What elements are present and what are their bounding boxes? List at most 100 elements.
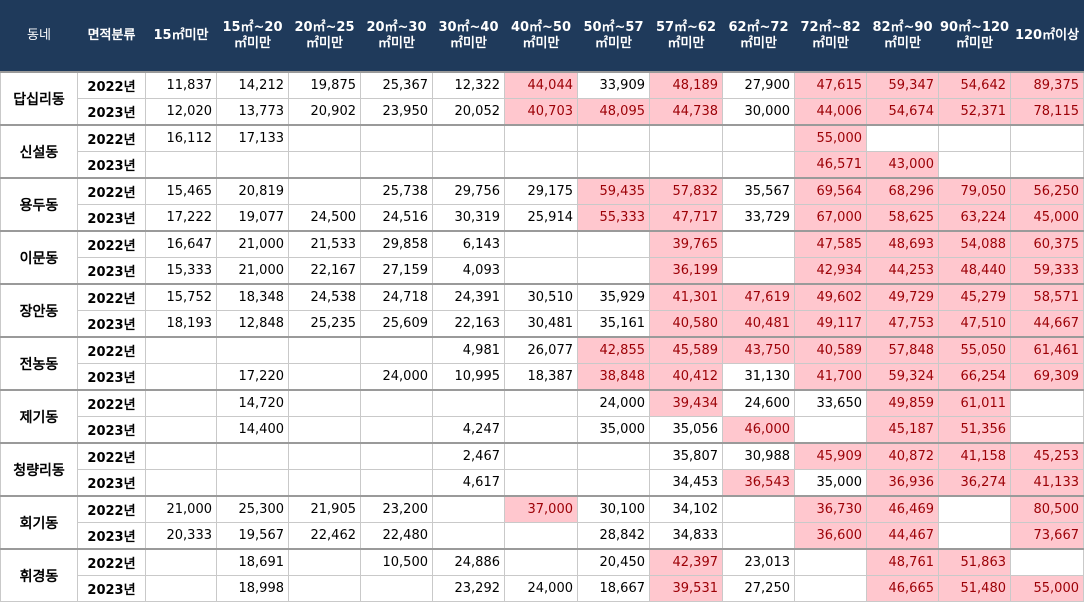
highlighted-cell: 41,700 [794, 363, 867, 391]
value-cell [216, 151, 289, 179]
highlighted-cell: 61,461 [1010, 336, 1084, 364]
header-col-10: 72㎡~82㎡미만 [794, 0, 867, 73]
highlighted-cell: 80,500 [1010, 495, 1084, 523]
value-cell: 30,510 [504, 283, 578, 311]
value-cell [360, 442, 433, 470]
highlighted-cell: 38,848 [577, 363, 650, 391]
highlighted-cell: 61,011 [938, 389, 1011, 417]
value-cell [288, 124, 361, 152]
value-cell [649, 151, 723, 179]
value-cell: 18,387 [504, 363, 578, 391]
highlighted-cell: 79,050 [938, 177, 1011, 205]
value-cell [722, 230, 795, 258]
highlighted-cell: 42,934 [794, 257, 867, 285]
highlighted-cell: 69,309 [1010, 363, 1084, 391]
highlighted-cell: 40,580 [649, 310, 723, 338]
value-cell: 19,567 [216, 522, 289, 550]
value-cell [577, 151, 650, 179]
year-label: 2023년 [77, 522, 146, 550]
highlighted-cell: 42,397 [649, 548, 723, 576]
highlighted-cell: 56,250 [1010, 177, 1084, 205]
highlighted-cell: 59,333 [1010, 257, 1084, 285]
year-label: 2022년 [77, 389, 146, 417]
value-cell [145, 548, 217, 576]
value-cell: 27,900 [722, 71, 795, 99]
value-cell: 33,909 [577, 71, 650, 99]
value-cell [722, 257, 795, 285]
value-cell [288, 336, 361, 364]
year-label: 2022년 [77, 230, 146, 258]
highlighted-cell: 45,253 [1010, 442, 1084, 470]
table-row: 2023년 4,617 34,453 36,543 35,000 36,936 36,274… [1, 469, 1084, 497]
value-cell [216, 469, 289, 497]
value-cell [504, 416, 578, 444]
value-cell [432, 151, 505, 179]
highlighted-cell: 46,000 [722, 416, 795, 444]
dong-name: 장안동 [0, 283, 78, 338]
value-cell: 12,020 [145, 98, 217, 126]
value-cell: 18,691 [216, 548, 289, 576]
value-cell: 28,842 [577, 522, 650, 550]
value-cell: 35,056 [649, 416, 723, 444]
value-cell: 35,161 [577, 310, 650, 338]
value-cell: 22,167 [288, 257, 361, 285]
highlighted-cell: 47,753 [866, 310, 939, 338]
highlighted-cell: 47,717 [649, 204, 723, 232]
highlighted-cell: 54,674 [866, 98, 939, 126]
highlighted-cell: 49,859 [866, 389, 939, 417]
highlighted-cell: 58,571 [1010, 283, 1084, 311]
header-col-11: 82㎡~90㎡미만 [866, 0, 939, 73]
table-row: 2023년 18,193 12,848 25,235 25,609 22,163 30,48… [1, 310, 1084, 338]
value-cell: 29,175 [504, 177, 578, 205]
value-cell [288, 548, 361, 576]
table-row: 전농동 2022년 4,981 26,077 42,855 45,589 43,750 40,… [0, 336, 1084, 391]
value-cell: 16,112 [145, 124, 217, 152]
value-cell: 18,998 [216, 575, 289, 602]
highlighted-cell: 57,848 [866, 336, 939, 364]
year-label: 2022년 [77, 442, 146, 470]
value-cell: 24,391 [432, 283, 505, 311]
value-cell [145, 336, 217, 364]
value-cell: 25,300 [216, 495, 289, 523]
highlighted-cell: 42,855 [577, 336, 650, 364]
value-cell: 34,453 [649, 469, 723, 497]
dong-name: 신설동 [0, 124, 78, 179]
value-cell: 4,093 [432, 257, 505, 285]
header-col-8: 57㎡~62㎡미만 [649, 0, 723, 73]
value-cell: 19,875 [288, 71, 361, 99]
value-cell: 23,950 [360, 98, 433, 126]
value-cell: 20,450 [577, 548, 650, 576]
highlighted-cell: 59,324 [866, 363, 939, 391]
header-col-4: 20㎡~30㎡미만 [360, 0, 433, 73]
highlighted-cell: 59,435 [577, 177, 650, 205]
highlighted-cell: 45,187 [866, 416, 939, 444]
value-cell: 23,292 [432, 575, 505, 602]
value-cell: 20,052 [432, 98, 505, 126]
value-cell: 27,159 [360, 257, 433, 285]
value-cell: 24,538 [288, 283, 361, 311]
highlighted-cell: 45,909 [794, 442, 867, 470]
value-cell [504, 442, 578, 470]
value-cell [1010, 389, 1084, 417]
value-cell: 33,729 [722, 204, 795, 232]
value-cell [504, 230, 578, 258]
value-cell [288, 389, 361, 417]
value-cell [722, 522, 795, 550]
value-cell: 24,000 [504, 575, 578, 602]
value-cell [504, 469, 578, 497]
table-row: 용두동 2022년 15,465 20,819 25,738 29,756 29,175 59… [0, 177, 1084, 232]
value-cell [360, 336, 433, 364]
highlighted-cell: 78,115 [1010, 98, 1084, 126]
highlighted-cell: 45,589 [649, 336, 723, 364]
highlighted-cell: 73,667 [1010, 522, 1084, 550]
value-cell [577, 469, 650, 497]
value-cell: 16,647 [145, 230, 217, 258]
highlighted-cell: 55,333 [577, 204, 650, 232]
highlighted-cell: 49,117 [794, 310, 867, 338]
value-cell: 24,600 [722, 389, 795, 417]
year-label: 2023년 [77, 310, 146, 338]
value-cell [722, 124, 795, 152]
highlighted-cell: 55,000 [1010, 575, 1084, 602]
value-cell: 26,077 [504, 336, 578, 364]
value-cell: 4,981 [432, 336, 505, 364]
